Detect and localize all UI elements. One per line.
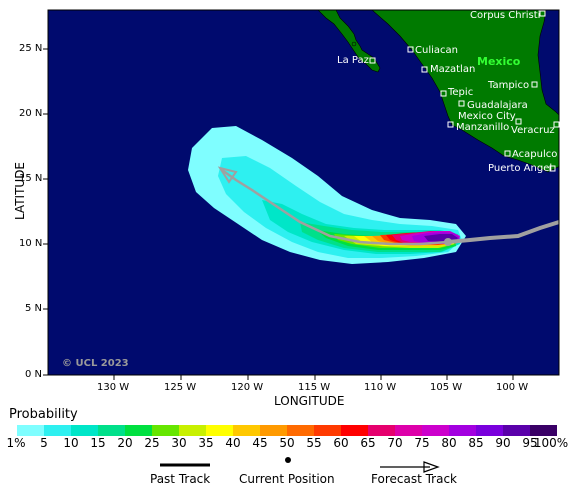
city-label-puerto-angel: Puerto Angel [488,163,553,174]
scale-label: 90 [495,436,511,450]
y-tick-label: 10 N [19,238,43,249]
scale-label: 65 [360,436,376,450]
scale-label: 55 [306,436,322,450]
scale-swatch [17,425,44,436]
scale-label: 100% [533,436,569,450]
scale-swatch [125,425,152,436]
scale-swatch [314,425,341,436]
current-position-marker [444,238,452,246]
y-tick-label: 25 N [19,43,43,54]
city-label-tepic: Tepic [448,87,474,98]
x-tick-label: 120 W [231,382,264,393]
past-track-key-label: Past Track [150,472,211,486]
scale-swatch [476,425,503,436]
legend-title: Probability [9,407,78,422]
scale-label: 45 [252,436,268,450]
scale-label: 30 [171,436,187,450]
city-label-veracruz: Veracruz [511,125,555,136]
scale-label: 25 [144,436,160,450]
scale-label: 60 [333,436,349,450]
scale-swatch [368,425,395,436]
x-tick-label: 100 W [496,382,529,393]
scale-swatch [449,425,476,436]
y-tick-label: 20 N [19,108,43,119]
scale-swatch [179,425,206,436]
scale-swatch [44,425,71,436]
x-tick-label: 130 W [97,382,130,393]
scale-swatch [152,425,179,436]
scale-label: 40 [225,436,241,450]
scale-label: 20 [117,436,133,450]
scale-label: 80 [441,436,457,450]
scale-swatch [530,425,557,436]
scale-label: 15 [90,436,106,450]
past-track-line [447,220,559,244]
x-axis-title: LONGITUDE [274,394,345,408]
city-label-la-paz: La Paz [337,55,369,66]
city-label-guadalajara: Guadalajara [467,100,528,111]
scale-label: 50 [279,436,295,450]
city-label-corpus-christi: Corpus Christi [470,10,541,21]
past-track-key-line [160,463,210,467]
y-tick-label: 15 N [19,173,43,184]
scale-label: 5 [40,436,48,450]
scale-swatch [503,425,530,436]
forecast-track-key-label: Forecast Track [371,472,457,486]
scale-swatch [206,425,233,436]
y-tick-label: 0 N [25,369,43,380]
scale-swatch [260,425,287,436]
city-label-culiacan: Culiacan [415,45,458,56]
scale-label: 1% [6,436,26,450]
x-tick-label: 125 W [164,382,197,393]
scale-swatch [287,425,314,436]
city-label-manzanillo: Manzanillo [456,122,510,133]
scale-swatch [341,425,368,436]
city-label-mexico-city: Mexico City [458,111,516,122]
scale-label: 35 [198,436,214,450]
copyright-label: © UCL 2023 [62,358,129,369]
current-position-key-dot [285,457,291,463]
forecast-track-line [221,168,449,246]
scale-swatch [422,425,449,436]
x-tick-label: 110 W [364,382,397,393]
scale-label: 75 [414,436,430,450]
baja-california [317,10,381,73]
forecast-track-key-arrow [380,461,440,473]
forecast-arrowhead [217,166,238,184]
city-label-acapulco: Acapulco [512,149,558,160]
probability-color-scale [17,425,557,436]
city-label-mazatlan: Mazatlan [430,64,476,75]
x-tick-label: 115 W [298,382,331,393]
scale-swatch [71,425,98,436]
scale-swatch [395,425,422,436]
scale-swatch [233,425,260,436]
y-tick-label: 5 N [25,303,43,314]
x-tick-label: 105 W [430,382,463,393]
city-label-tampico: Tampico [488,80,530,91]
scale-label: 70 [387,436,403,450]
scale-label: 85 [468,436,484,450]
y-axis-title: LATITUDE [13,161,27,221]
scale-swatch [98,425,125,436]
current-position-key-label: Current Position [239,472,335,486]
probability-scale-labels: 1% 5 10 15 20 25 30 35 40 45 50 55 60 65 70 75 80 85 90 95 1… [0,436,580,450]
scale-label: 95 [522,436,538,450]
scale-label: 10 [63,436,79,450]
city-markers [369,10,560,172]
country-label-mexico: Mexico [477,55,521,68]
